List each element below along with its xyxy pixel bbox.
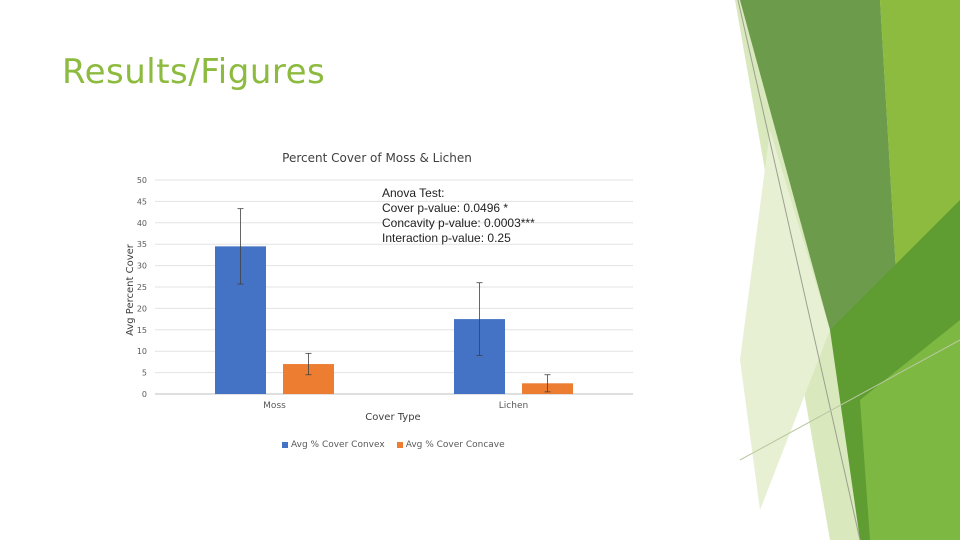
legend-label-convex: Avg % Cover Convex	[291, 440, 385, 450]
x-tick-label: Lichen	[499, 401, 528, 411]
y-tick-label: 25	[137, 283, 147, 292]
y-tick-label: 10	[137, 347, 147, 356]
deco-shape-bright	[860, 320, 960, 540]
y-tick-label: 35	[137, 240, 147, 249]
chart-title: Percent Cover of Moss & Lichen	[282, 151, 472, 165]
legend-swatch-concave	[396, 442, 403, 448]
y-axis-ticks: 0 5 10 15 20 25 30 35 40 45 50	[137, 176, 147, 399]
anova-line: Interaction p-value: 0.25	[382, 231, 511, 245]
legend-item-concave: Avg % Cover Concave	[396, 440, 505, 450]
anova-line: Cover p-value: 0.0496 *	[382, 201, 509, 215]
y-tick-label: 15	[137, 326, 147, 335]
slide-title: Results/Figures	[62, 52, 326, 92]
deco-line-2	[739, 339, 960, 461]
y-tick-label: 45	[137, 197, 147, 206]
y-tick-label: 30	[137, 262, 147, 271]
deco-shape-pale	[740, 130, 830, 510]
x-axis-ticks: Moss Lichen	[263, 401, 528, 411]
anova-line: Anova Test:	[382, 186, 445, 200]
x-axis-label: Cover Type	[365, 412, 420, 423]
y-tick-label: 5	[142, 369, 147, 378]
anova-annotation: Anova Test: Cover p-value: 0.0496 * Conc…	[382, 186, 535, 246]
y-axis-label: Avg Percent Cover	[125, 243, 136, 336]
anova-line: Concavity p-value: 0.0003***	[382, 216, 535, 230]
y-tick-label: 50	[137, 176, 147, 185]
chart-legend: Avg % Cover Convex Avg % Cover Concave	[282, 440, 505, 450]
legend-label-concave: Avg % Cover Concave	[405, 440, 505, 450]
x-tick-label: Moss	[263, 401, 286, 411]
bars	[215, 246, 573, 394]
deco-shape-olive	[740, 0, 900, 340]
y-tick-label: 20	[137, 304, 147, 313]
deco-line-1	[737, 0, 861, 540]
legend-swatch-convex	[282, 442, 288, 448]
legend-item-convex: Avg % Cover Convex	[282, 440, 385, 450]
y-tick-label: 40	[137, 219, 147, 228]
error-bars	[237, 208, 551, 393]
y-tick-label: 0	[142, 390, 147, 399]
